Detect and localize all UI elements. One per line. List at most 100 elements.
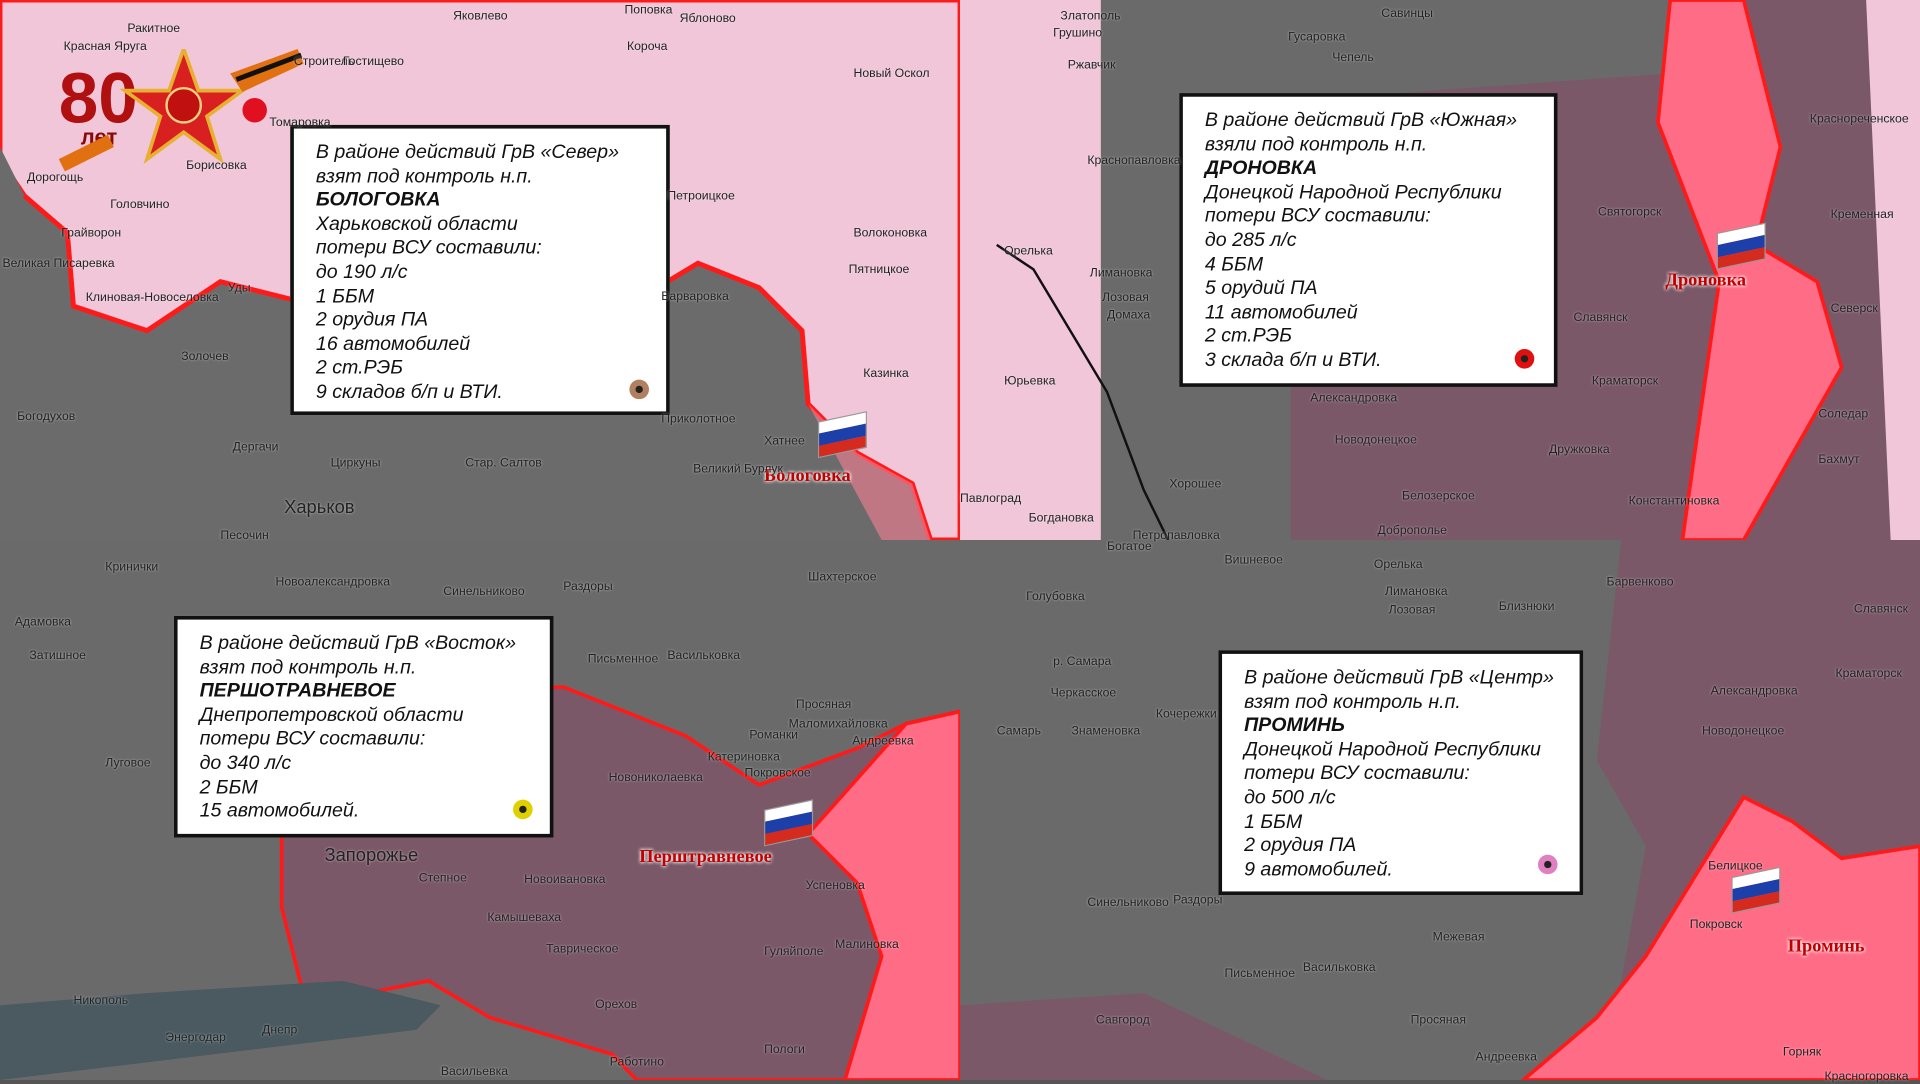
town-label: Катериновка [707, 750, 780, 765]
town-label: Великая Писаревка [2, 257, 115, 271]
town-label: Работино [609, 1055, 664, 1069]
town-label: Днепр [262, 1023, 298, 1038]
loss-line: 4 ББМ [1204, 254, 1264, 275]
town-label: Васильевка [440, 1065, 509, 1079]
town-label: Варваровка [661, 290, 729, 304]
town-label: Красногоровка [1824, 1070, 1909, 1084]
place-label-promin: Проминь [1787, 936, 1865, 957]
town-label: Лозовая [1102, 291, 1149, 305]
town-label: Соледар [1818, 407, 1869, 422]
town-label: Раздоры [563, 580, 613, 594]
town-label: Короча [626, 40, 668, 54]
town-label: Хорошее [1169, 477, 1222, 492]
town-label: Богодухов [17, 410, 76, 424]
town-label: Строитель [293, 55, 355, 69]
place-label-pershotravnevoe: Перштравневое [639, 847, 772, 867]
town-label: Затишное [29, 648, 86, 663]
town-label: р. Самара [1053, 655, 1112, 669]
town-label: Грайворон [61, 226, 122, 241]
town-label: Павлоград [960, 492, 1022, 506]
town-label: Покровск [1689, 918, 1743, 932]
town-label: Златополь [1060, 9, 1121, 24]
town-label: Святогорск [1597, 205, 1662, 220]
loss-line: 15 автомобилей. [199, 801, 360, 822]
town-label: Вишневое [1224, 553, 1283, 567]
town-label: Новодонецкое [1702, 724, 1785, 739]
town-label: Луговое [105, 756, 151, 771]
loss-line: 2 орудия ПА [315, 309, 429, 331]
town-label: Яблоново [679, 12, 736, 26]
box-line: взят под контроль н.п. [315, 166, 533, 187]
box-line: потери ВСУ составили: [1244, 763, 1470, 785]
settlement-name: ДРОНОВКА [1204, 158, 1318, 180]
town-label: Пятницкое [848, 263, 910, 277]
marker-dot-icon [513, 799, 533, 820]
map-areas [960, 540, 1920, 1081]
town-label: Знаменовка [1071, 724, 1141, 739]
town-label: Славянск [1853, 602, 1908, 616]
box-line: взяли под контроль н.п. [1204, 134, 1428, 156]
town-label: Домаха [1106, 308, 1151, 323]
loss-line: 3 склада б/п и ВТИ. [1204, 350, 1382, 371]
town-label: Казинка [863, 367, 909, 381]
town-label: Просяная [795, 697, 852, 712]
town-label: Богдановка [1028, 511, 1094, 526]
town-label: Запорожье [324, 844, 419, 866]
town-label: Стар. Салтов [465, 456, 542, 471]
box-line: потери ВСУ составили: [315, 238, 542, 259]
town-label: Великий Бурлук [693, 462, 783, 477]
svg-text:80: 80 [59, 59, 138, 138]
town-label: Грушино [1053, 26, 1103, 41]
town-label: Волоконовка [853, 226, 928, 241]
box-line: взят под контроль н.п. [1244, 691, 1461, 713]
box-line: Донецкой Народной Республики [1204, 182, 1502, 203]
town-label: Просяная [1410, 1013, 1467, 1028]
town-label: Новоалександровка [275, 575, 391, 589]
town-label: Орелька [1004, 244, 1053, 259]
town-label: Ракитное [127, 22, 181, 36]
town-label: Таврическое [546, 942, 619, 957]
town-label: Андреевка [852, 734, 914, 749]
box-line: В районе действий ГрВ «Центр» [1244, 667, 1554, 689]
loss-line: 9 автомобилей. [1244, 859, 1393, 881]
town-label: Барвенково [1606, 575, 1674, 589]
town-label: Шахтерское [808, 570, 877, 585]
town-label: Степное [418, 871, 467, 886]
box-line: Днепропетровской области [199, 705, 464, 726]
town-label: Уды [227, 281, 251, 296]
town-label: Гусаровка [1288, 30, 1346, 45]
loss-line: 2 ББМ [199, 777, 258, 798]
town-label: Письменное [1224, 967, 1296, 981]
box-line: В районе действий ГрВ «Южная» [1204, 110, 1517, 132]
box-line: В районе действий ГрВ «Восток» [199, 633, 517, 654]
town-label: Черкасское [1050, 686, 1117, 701]
town-label: Приколотное [661, 412, 736, 427]
town-label: Петроицкое [667, 189, 735, 204]
settlement-name: ПЕРШОТРАВНЕВОЕ [199, 681, 396, 702]
town-label: Яковлево [453, 9, 508, 24]
town-label: Красноречeнское [1809, 112, 1909, 127]
town-label: Золочев [181, 350, 229, 364]
town-label: Клиновая-Новоселовка [85, 291, 219, 305]
town-label: Раздоры [1173, 893, 1223, 908]
order-of-patriotic-war-icon: 80 лет [58, 43, 304, 172]
town-label: Красная Яруга [63, 40, 147, 54]
town-label: Доброполье [1377, 524, 1447, 538]
town-label: Лимановка [1089, 266, 1153, 281]
place-label-dronovka: Дроновка [1665, 270, 1747, 291]
town-label: Самарь [996, 724, 1041, 739]
town-label: Романки [749, 728, 799, 743]
town-label: Константиновка [1628, 494, 1720, 509]
town-label: Харьков [284, 497, 355, 518]
town-label: Новониколаевка [608, 771, 703, 785]
town-label: Краматорск [1591, 374, 1659, 389]
town-label: Юрьевка [1004, 374, 1056, 389]
town-label: Хатнее [764, 434, 805, 449]
settlement-name: ПРОМИНЬ [1244, 715, 1345, 737]
loss-line: до 190 л/с [315, 262, 408, 283]
info-box-center: В районе действий ГрВ «Центр» взят под к… [1218, 650, 1584, 896]
town-label: Васильковка [1302, 961, 1376, 975]
town-label: Васильковка [667, 648, 741, 663]
town-label: Гостищево [342, 55, 404, 69]
